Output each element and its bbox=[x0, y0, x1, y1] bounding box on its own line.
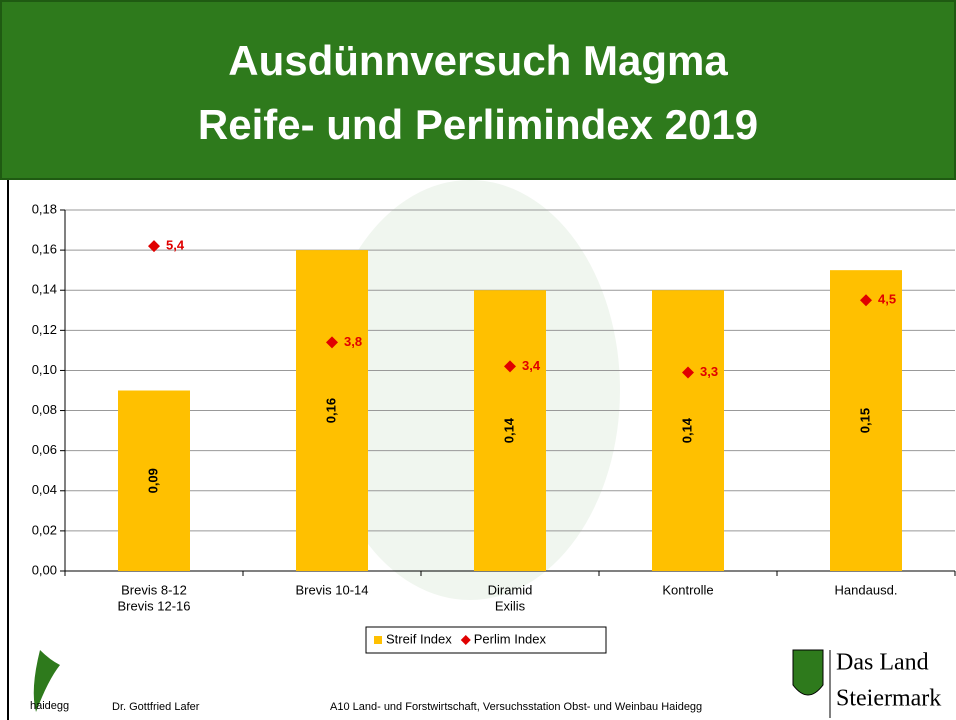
bar bbox=[296, 250, 368, 571]
bar bbox=[652, 290, 724, 571]
header-band bbox=[0, 0, 956, 180]
y-tick-label: 0,14 bbox=[32, 282, 57, 297]
marker bbox=[504, 360, 516, 373]
y-tick-label: 0,18 bbox=[32, 201, 57, 216]
marker bbox=[326, 336, 338, 349]
marker bbox=[148, 240, 160, 253]
y-tick-label: 0,10 bbox=[32, 362, 57, 377]
y-tick-label: 0,02 bbox=[32, 522, 57, 537]
institution: A10 Land- und Forstwirtschaft, Versuchss… bbox=[330, 701, 702, 713]
brand: Das Land bbox=[836, 650, 929, 676]
value-label: 0,09 bbox=[145, 468, 160, 493]
marker bbox=[860, 294, 872, 307]
logo-text: haidegg bbox=[30, 700, 69, 712]
value-label: 4,5 bbox=[878, 292, 896, 307]
value-label: 0,14 bbox=[501, 417, 516, 443]
value-label: 3,8 bbox=[344, 334, 362, 349]
y-tick-label: 0,06 bbox=[32, 442, 57, 457]
x-tick-label: Brevis 8-12 bbox=[121, 582, 187, 597]
value-label: 0,16 bbox=[323, 398, 338, 423]
bar bbox=[474, 290, 546, 571]
legend-swatch bbox=[374, 636, 382, 644]
legend-label: Perlim Index bbox=[474, 631, 547, 646]
brand: Steiermark bbox=[836, 686, 941, 712]
y-tick-label: 0,12 bbox=[32, 322, 57, 337]
bar bbox=[830, 270, 902, 571]
legend-box bbox=[365, 626, 607, 654]
value-label: 3,3 bbox=[700, 364, 718, 379]
header-border bbox=[0, 0, 956, 180]
x-tick-label: Brevis 12-16 bbox=[118, 598, 191, 613]
x-tick-label: Handausd. bbox=[835, 582, 898, 597]
author: Dr. Gottfried Lafer bbox=[112, 701, 200, 713]
chart-title: Reife- und Perlimindex 2019 bbox=[198, 101, 758, 148]
chart-title: Ausdünnversuch Magma bbox=[228, 37, 728, 84]
x-tick-label: Exilis bbox=[495, 598, 526, 613]
x-tick-label: Brevis 10-14 bbox=[296, 582, 369, 597]
x-tick-label: Kontrolle bbox=[662, 582, 713, 597]
value-label: 5,4 bbox=[166, 238, 185, 253]
bar bbox=[118, 390, 190, 571]
coat-of-arms bbox=[792, 649, 824, 696]
value-label: 3,4 bbox=[522, 358, 541, 373]
legend-swatch bbox=[460, 635, 471, 645]
legend-label: Streif Index bbox=[386, 631, 452, 646]
value-label: 0,15 bbox=[857, 408, 872, 433]
y-tick-label: 0,04 bbox=[32, 482, 57, 497]
value-label: 0,14 bbox=[679, 417, 694, 443]
y-tick-label: 0,16 bbox=[32, 242, 57, 257]
x-tick-label: Diramid bbox=[488, 582, 533, 597]
haidegg-logo bbox=[33, 650, 60, 712]
y-tick-label: 0,08 bbox=[32, 402, 57, 417]
y-tick-label: 0,00 bbox=[32, 562, 57, 577]
marker bbox=[682, 366, 694, 379]
